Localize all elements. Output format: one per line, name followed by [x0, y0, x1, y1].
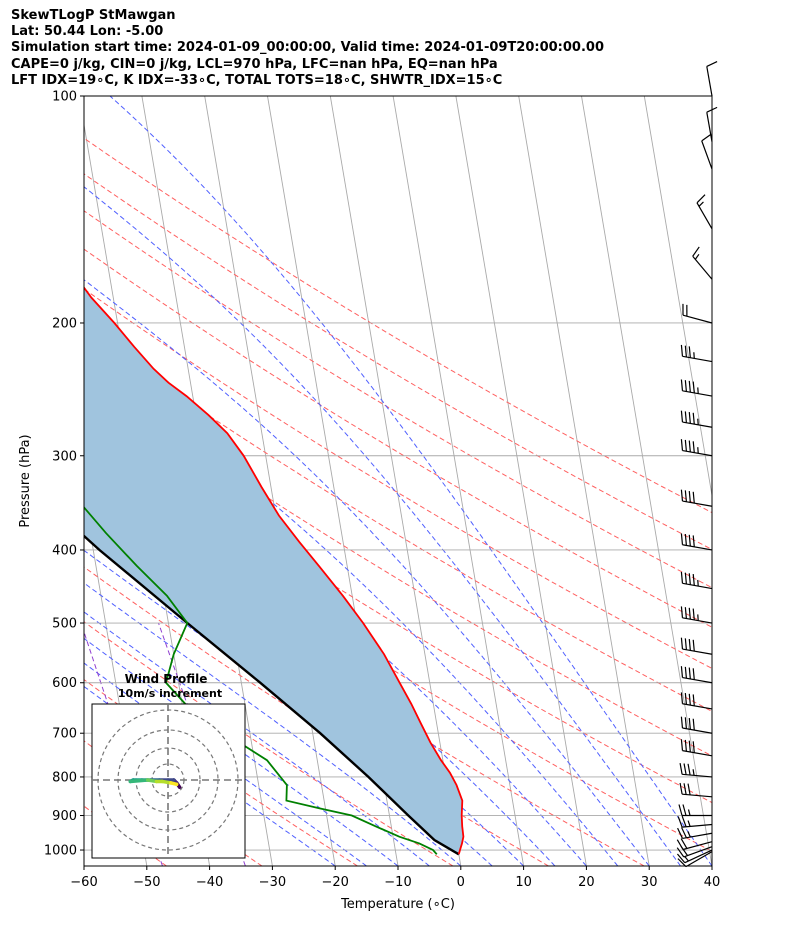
x-tick-label: −30	[259, 875, 286, 890]
wind-barb	[678, 804, 712, 817]
sounding-profiles	[84, 286, 465, 856]
y-tick-label: 800	[52, 770, 77, 785]
dewpoint-profile-line	[84, 506, 438, 855]
wind-barb	[680, 533, 713, 551]
wind-barb	[706, 61, 718, 97]
wind-barb	[680, 606, 713, 624]
wind-barb	[680, 716, 713, 734]
x-tick-label: −60	[70, 875, 97, 890]
title-line-station: SkewTLogP StMawgan	[11, 8, 176, 23]
moist-adiabat	[84, 512, 524, 866]
y-tick-label: 1000	[44, 844, 77, 859]
wind-barb	[696, 194, 713, 230]
moist-adiabat	[84, 637, 399, 866]
chart-header: SkewTLogP StMawgan Lat: 50.44 Lon: -5.00…	[11, 8, 604, 89]
x-tick-label: −20	[321, 875, 348, 890]
x-tick-label: 20	[578, 875, 595, 890]
isotherm-line	[643, 96, 712, 499]
x-tick-label: 10	[515, 875, 532, 890]
wind-barb	[679, 782, 713, 798]
y-tick-label: 200	[52, 316, 77, 331]
y-tick-label: 400	[52, 543, 77, 558]
moist-adiabat	[84, 662, 367, 866]
wind-barb	[677, 815, 713, 828]
moist-adiabat	[109, 96, 712, 866]
x-tick-label: −40	[196, 875, 223, 890]
wind-barb	[680, 637, 713, 655]
hodograph-inset: Wind Profile 10m/s increment	[91, 672, 246, 859]
y-tick-label: 700	[52, 727, 77, 742]
hodograph-subtitle: 10m/s increment	[118, 687, 222, 700]
moist-adiabat	[84, 417, 587, 866]
dry-adiabat	[84, 566, 549, 866]
wind-barb	[680, 666, 713, 684]
moist-adiabat	[84, 611, 430, 866]
isotherm-line	[84, 863, 85, 866]
dry-adiabat	[84, 210, 712, 589]
x-tick-label: −10	[384, 875, 411, 890]
wind-barb	[680, 439, 713, 457]
moist-adiabat	[84, 279, 650, 866]
wind-barb	[706, 106, 718, 142]
wind-barb	[682, 303, 713, 324]
wind-barb	[680, 489, 713, 507]
y-axis-label: Pressure (hPa)	[18, 434, 33, 527]
wind-barb	[680, 739, 713, 757]
wind-barb	[676, 849, 713, 864]
moist-adiabat	[84, 582, 462, 866]
cin-area-fill	[84, 287, 464, 855]
wind-barb	[701, 133, 713, 170]
y-tick-label: 500	[52, 617, 77, 632]
axis-ticks: −60 −50 −40 −30 −20 −10 0 10 20 30 40 100 200 300 400 5…	[44, 90, 720, 891]
dry-adiabat	[84, 678, 358, 866]
wind-barb	[680, 379, 713, 397]
hodograph-segment	[169, 781, 179, 787]
wind-barb	[692, 246, 713, 280]
x-tick-label: −50	[133, 875, 160, 890]
title-line-indices: LFT IDX=19∘C, K IDX=-33∘C, TOTAL TOTS=18…	[11, 72, 503, 88]
x-tick-label: 30	[641, 875, 658, 890]
wind-barb	[680, 571, 713, 590]
y-tick-label: 100	[52, 90, 77, 105]
x-tick-label: 0	[457, 875, 465, 890]
isotherm-line	[392, 96, 525, 866]
y-tick-label: 300	[52, 449, 77, 464]
wind-barb	[677, 827, 713, 840]
y-tick-label: 900	[52, 809, 77, 824]
isotherm-line	[204, 96, 336, 866]
wind-barbs	[676, 61, 718, 868]
wind-barb	[680, 410, 713, 428]
x-tick-label: 40	[704, 875, 721, 890]
wind-barb	[677, 851, 713, 868]
temperature-profile-line	[84, 286, 465, 855]
dry-adiabat	[84, 137, 712, 514]
title-line-cape: CAPE=0 j/kg, CIN=0 j/kg, LCL=970 hPa, LF…	[11, 56, 498, 72]
x-axis-label: Temperature (∘C)	[340, 897, 455, 912]
wind-barb	[676, 838, 713, 851]
hodograph-title: Wind Profile	[125, 672, 208, 686]
wind-barb	[680, 692, 713, 710]
title-line-location: Lat: 50.44 Lon: -5.00	[11, 24, 164, 40]
title-line-times: Simulation start time: 2024-01-09_00:00:…	[11, 40, 604, 56]
moist-adiabat	[84, 685, 336, 866]
moist-adiabat	[84, 186, 681, 866]
dry-adiabat	[84, 288, 712, 669]
parcel-profile-line	[84, 534, 460, 856]
isotherm-line	[518, 96, 650, 866]
wind-barb	[679, 763, 713, 778]
isotherm-line	[455, 96, 587, 866]
hodograph-segment	[128, 778, 150, 784]
isotherm-line	[581, 96, 712, 866]
dry-adiabat	[84, 329, 712, 712]
y-tick-label: 600	[52, 676, 77, 691]
moist-adiabat	[84, 469, 556, 866]
isotherm-line	[329, 96, 462, 866]
dry-adiabat	[84, 621, 454, 866]
wind-barb	[680, 344, 713, 363]
